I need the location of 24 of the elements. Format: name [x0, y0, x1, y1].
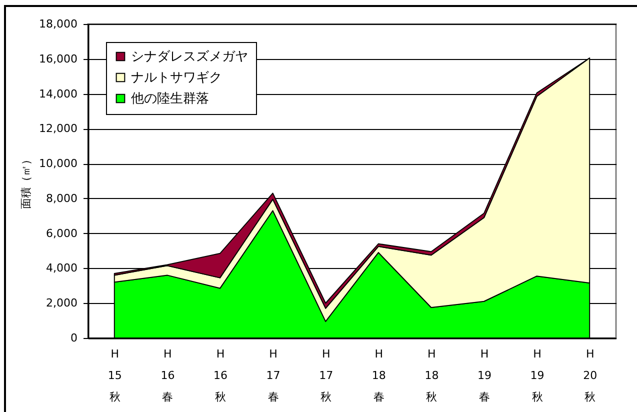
y-tick-label: 18,000 [39, 18, 78, 30]
legend-label: 他の陸生群落 [131, 92, 209, 106]
y-tick-label: 6,000 [46, 226, 78, 240]
x-tick-label: H 17 秋 [319, 348, 334, 404]
legend-label: シナダレスズメガヤ [131, 50, 248, 64]
x-tick-label: H 15 秋 [108, 348, 122, 404]
y-tick-label: 4,000 [46, 262, 78, 275]
x-tick-label: H 16 春 [160, 348, 175, 404]
y-tick-label: 10,000 [39, 157, 78, 170]
x-tick-label: H 20 秋 [583, 348, 598, 404]
y-tick-label: 2,000 [46, 296, 78, 310]
y-axis-title: 面積（㎡） [20, 154, 32, 209]
y-tick-label: 0 [70, 332, 78, 344]
x-tick-label: H 16 秋 [214, 348, 228, 404]
y-tick-label: 12,000 [39, 122, 78, 136]
x-tick-label: H 18 春 [372, 348, 386, 404]
x-tick-label: H 17 春 [266, 348, 280, 404]
x-tick-label: H 18 秋 [424, 348, 439, 404]
legend-label: ナルトサワギク [131, 70, 222, 86]
y-tick-label: 16,000 [39, 52, 78, 66]
y-tick-label: 14,000 [39, 87, 78, 100]
y-tick-label: 8,000 [46, 192, 78, 205]
x-tick-label: H 19 秋 [530, 348, 544, 404]
x-tick-label: H 19 春 [478, 348, 492, 404]
